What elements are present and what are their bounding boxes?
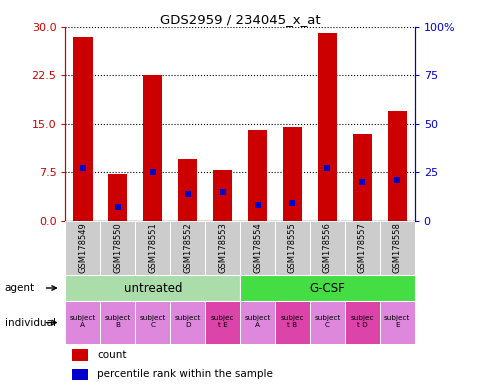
Text: GSM178556: GSM178556 <box>322 222 331 273</box>
Text: GSM178553: GSM178553 <box>218 222 227 273</box>
Bar <box>379 301 414 344</box>
Text: subject
B: subject B <box>105 315 131 328</box>
Bar <box>240 301 274 344</box>
Text: individual: individual <box>5 318 56 328</box>
Text: GSM178555: GSM178555 <box>287 222 296 273</box>
Text: untreated: untreated <box>123 281 182 295</box>
Bar <box>309 301 344 344</box>
Bar <box>100 221 135 275</box>
Bar <box>309 221 344 275</box>
Bar <box>274 221 309 275</box>
Bar <box>73 36 92 221</box>
Bar <box>135 301 170 344</box>
Bar <box>135 221 170 275</box>
Bar <box>317 33 336 221</box>
Bar <box>344 301 379 344</box>
Title: GDS2959 / 234045_x_at: GDS2959 / 234045_x_at <box>159 13 320 26</box>
Bar <box>379 221 414 275</box>
Bar <box>247 130 267 221</box>
Text: G-CSF: G-CSF <box>309 281 345 295</box>
Bar <box>65 301 100 344</box>
Bar <box>100 301 135 344</box>
Bar <box>170 221 205 275</box>
Bar <box>205 221 240 275</box>
Text: GSM178557: GSM178557 <box>357 222 366 273</box>
Text: subject
C: subject C <box>139 315 166 328</box>
Text: subjec
t B: subjec t B <box>280 315 303 328</box>
Bar <box>352 134 371 221</box>
Text: subjec
t E: subjec t E <box>211 315 234 328</box>
Text: GSM178554: GSM178554 <box>253 222 261 273</box>
Text: subject
E: subject E <box>383 315 409 328</box>
Bar <box>178 159 197 221</box>
Bar <box>72 369 88 380</box>
Text: subject
A: subject A <box>70 315 96 328</box>
Bar <box>108 174 127 221</box>
Bar <box>282 127 302 221</box>
Text: GSM178551: GSM178551 <box>148 222 157 273</box>
Text: GSM178550: GSM178550 <box>113 222 122 273</box>
Bar <box>205 301 240 344</box>
Bar <box>170 301 205 344</box>
Text: agent: agent <box>5 283 35 293</box>
Bar <box>274 301 309 344</box>
Bar <box>65 275 240 301</box>
Bar <box>72 349 88 361</box>
Text: subject
A: subject A <box>244 315 270 328</box>
Text: GSM178549: GSM178549 <box>78 222 87 273</box>
Bar <box>240 275 414 301</box>
Text: subjec
t D: subjec t D <box>350 315 373 328</box>
Bar <box>65 221 100 275</box>
Bar <box>240 221 274 275</box>
Text: subject
D: subject D <box>174 315 200 328</box>
Text: subject
C: subject C <box>314 315 340 328</box>
Bar <box>143 75 162 221</box>
Bar <box>387 111 406 221</box>
Bar <box>344 221 379 275</box>
Text: count: count <box>97 350 126 360</box>
Bar <box>212 170 232 221</box>
Text: percentile rank within the sample: percentile rank within the sample <box>97 369 272 379</box>
Text: GSM178552: GSM178552 <box>183 222 192 273</box>
Text: GSM178558: GSM178558 <box>392 222 401 273</box>
